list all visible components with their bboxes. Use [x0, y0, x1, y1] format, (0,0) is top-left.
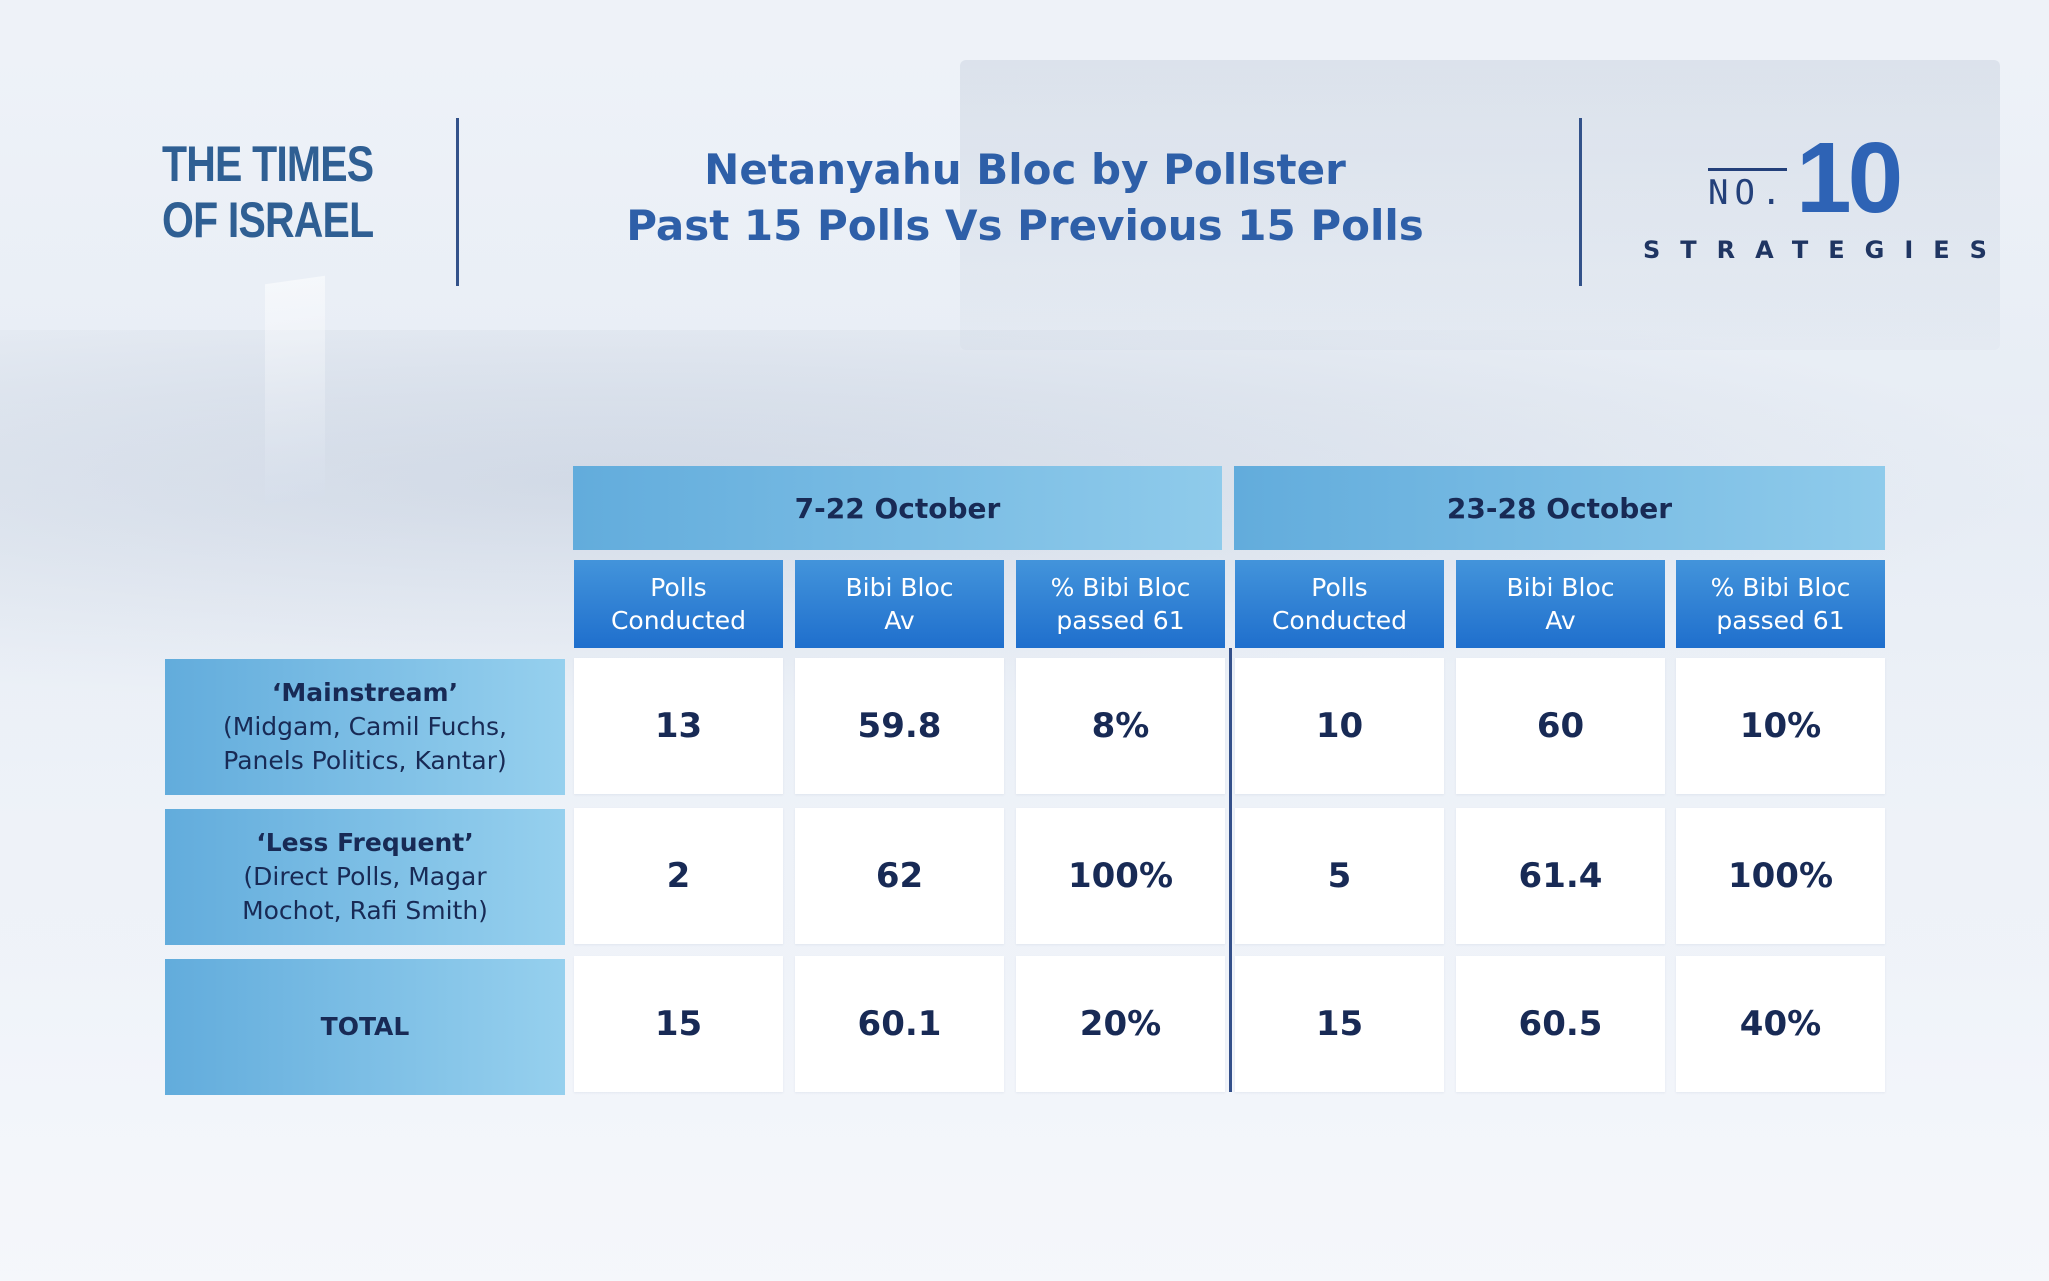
table-cell: 62	[795, 808, 1004, 944]
table-cell: 100%	[1016, 808, 1225, 944]
brand-no: NO.	[1708, 168, 1788, 213]
table-cell: 2	[574, 808, 783, 944]
row-header-title: TOTAL	[320, 1012, 410, 1041]
table-cell: 8%	[1016, 658, 1225, 794]
chart-title: Netanyahu Bloc by Pollster Past 15 Polls…	[560, 142, 1490, 254]
row-header-detail-line2: Mochot, Rafi Smith)	[242, 896, 488, 925]
table-cell: 61.4	[1456, 808, 1665, 944]
column-header-line2: Conducted	[1271, 606, 1408, 635]
column-header-line1: Polls	[1311, 573, 1368, 602]
table-cell: 20%	[1016, 956, 1225, 1092]
row-header-detail-line1: (Midgam, Camil Fuchs,	[223, 712, 507, 741]
column-header-line1: Bibi Bloc	[1506, 573, 1615, 602]
table-cell: 60	[1456, 658, 1665, 794]
column-header-line2: Conducted	[610, 606, 747, 635]
times-of-israel-logo: THE TIMES OF ISRAEL	[162, 136, 374, 248]
table-cell: 5	[1235, 808, 1444, 944]
table-cell: 15	[574, 956, 783, 1092]
row-header-title: ‘Less Frequent’	[256, 828, 474, 857]
table-cell: 10	[1235, 658, 1444, 794]
table-cell: 60.5	[1456, 956, 1665, 1092]
column-header-line1: Polls	[650, 573, 707, 602]
background-flag	[265, 275, 325, 505]
table-cell: 100%	[1676, 808, 1885, 944]
brand-number: 10	[1796, 122, 1903, 234]
group-header-1: 7-22 October	[573, 466, 1222, 550]
table-cell: 60.1	[795, 956, 1004, 1092]
column-header-5: Bibi Bloc Av	[1456, 560, 1665, 648]
column-header-6: % Bibi Bloc passed 61	[1676, 560, 1885, 648]
row-header-2: ‘Less Frequent’ (Direct Polls, Magar Mocho…	[165, 809, 565, 945]
table-cell: 10%	[1676, 658, 1885, 794]
no10-strategies-logo: NO. 10 STRATEGIES	[1640, 128, 1990, 270]
header-divider-left	[456, 118, 459, 286]
table-cell: 59.8	[795, 658, 1004, 794]
column-header-line2: passed 61	[1056, 606, 1185, 635]
column-header-line1: % Bibi Bloc	[1710, 573, 1851, 602]
table-cell: 40%	[1676, 956, 1885, 1092]
column-header-3: % Bibi Bloc passed 61	[1016, 560, 1225, 648]
column-header-2: Bibi Bloc Av	[795, 560, 1004, 648]
column-header-line2: passed 61	[1716, 606, 1845, 635]
row-header-detail-line2: Panels Politics, Kantar)	[223, 746, 507, 775]
row-header-1: ‘Mainstream’ (Midgam, Camil Fuchs, Panels …	[165, 659, 565, 795]
table-cell: 15	[1235, 956, 1444, 1092]
table-cell: 13	[574, 658, 783, 794]
group-divider	[1229, 648, 1232, 1092]
column-header-line2: Av	[884, 606, 915, 635]
row-header-detail-line1: (Direct Polls, Magar	[243, 862, 487, 891]
brand-sub: STRATEGIES	[1643, 236, 2007, 264]
title-line1: Netanyahu Bloc by Pollster	[704, 145, 1346, 194]
column-header-1: Polls Conducted	[574, 560, 783, 648]
row-header-title: ‘Mainstream’	[271, 678, 459, 707]
column-header-line2: Av	[1545, 606, 1576, 635]
header-divider-right	[1579, 118, 1582, 286]
logo-line2: OF ISRAEL	[162, 192, 374, 248]
title-line2: Past 15 Polls Vs Previous 15 Polls	[626, 201, 1424, 250]
column-header-line1: Bibi Bloc	[845, 573, 954, 602]
logo-line1: THE TIMES	[162, 136, 374, 192]
column-header-line1: % Bibi Bloc	[1050, 573, 1191, 602]
row-header-3: TOTAL	[165, 959, 565, 1095]
column-header-4: Polls Conducted	[1235, 560, 1444, 648]
group-header-2: 23-28 October	[1234, 466, 1885, 550]
